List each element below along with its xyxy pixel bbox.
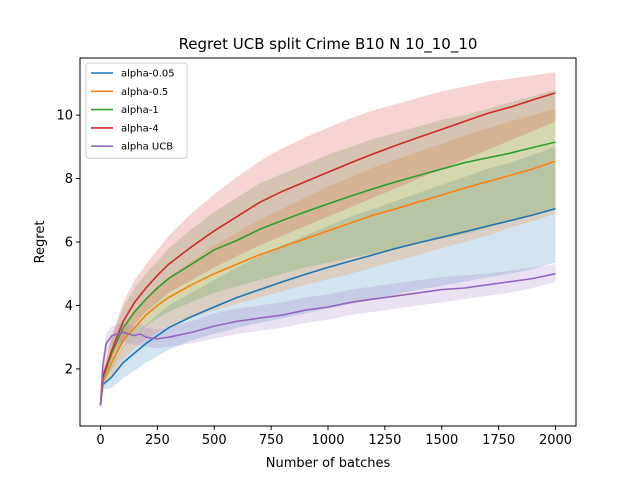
legend-label-alpha-0-05: alpha-0.05 — [121, 69, 175, 80]
legend-label-alpha-4: alpha-4 — [121, 123, 159, 134]
y-tick-label: 10 — [56, 109, 73, 124]
y-tick-label: 6 — [65, 236, 73, 251]
x-tick-label: 1000 — [311, 433, 344, 448]
line-alpha-1 — [99, 141, 556, 406]
band-alpha-0-5 — [100, 108, 556, 409]
line-alpha-0-05 — [99, 207, 556, 406]
x-tick-label: 2000 — [539, 433, 572, 448]
x-tick-label: 500 — [202, 433, 227, 448]
line-alpha-ucb — [99, 272, 556, 406]
line-alpha-4 — [99, 92, 556, 406]
band-alpha-0-05 — [100, 146, 556, 409]
legend-label-alpha-0-5: alpha-0.5 — [121, 87, 168, 98]
band-alpha-ucb — [100, 264, 556, 411]
line-alpha-0-5 — [99, 160, 556, 406]
series-lines — [99, 92, 556, 406]
y-tick-label: 8 — [65, 172, 73, 187]
y-tick-label: 4 — [65, 299, 73, 314]
legend-label-alpha-ucb: alpha UCB — [121, 142, 173, 153]
x-tick-label: 1750 — [482, 433, 515, 448]
chart-title: Regret UCB split Crime B10 N 10_10_10 — [179, 35, 478, 54]
legend-label-alpha-1: alpha-1 — [121, 105, 159, 116]
x-axis-label: Number of batches — [266, 456, 391, 471]
legend-box — [85, 62, 188, 159]
y-axis-label: Regret — [33, 221, 48, 264]
x-tick-label: 750 — [259, 433, 284, 448]
x-axis-ticks: 0 250 500 750 1000 1250 1500 1750 2000 — [96, 426, 572, 448]
x-tick-label: 1250 — [368, 433, 401, 448]
legend: alpha-0.05 alpha-0.5 alpha-1 alpha-4 alpha U… — [85, 62, 188, 159]
x-tick-label: 0 — [96, 433, 104, 448]
x-tick-label: 250 — [145, 433, 170, 448]
band-alpha-4 — [100, 72, 556, 409]
x-tick-label: 1500 — [425, 433, 458, 448]
y-axis-ticks: 2 4 6 8 10 — [56, 109, 80, 377]
y-tick-label: 2 — [65, 362, 73, 377]
